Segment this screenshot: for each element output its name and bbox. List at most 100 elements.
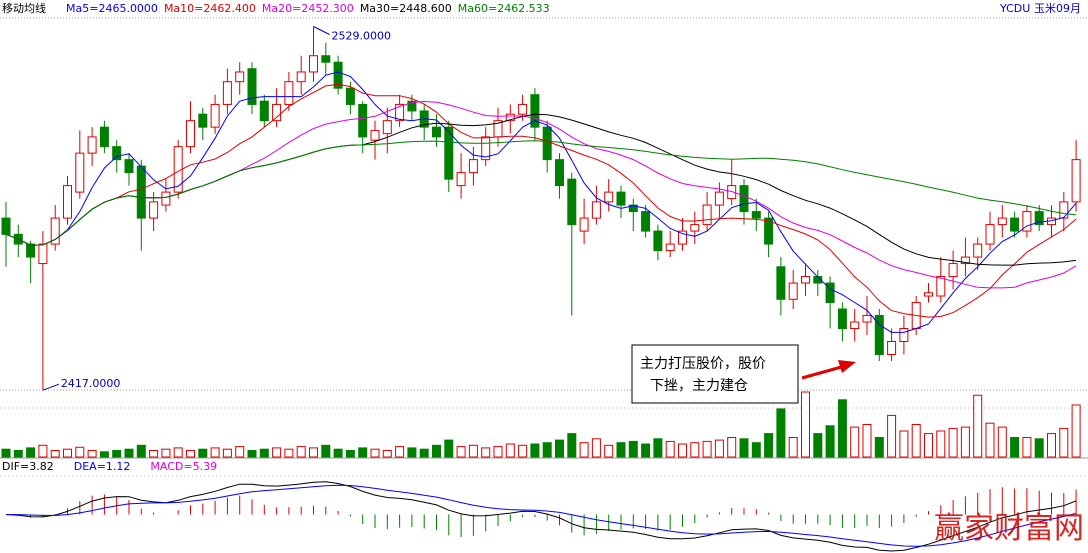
volume-bar	[727, 437, 737, 458]
volume-bar	[579, 442, 589, 458]
high-label: 2529.0000	[332, 29, 392, 42]
candle-body	[112, 146, 122, 161]
candle-body	[1071, 159, 1081, 203]
candle-body	[259, 100, 269, 122]
volume-bar	[899, 430, 909, 458]
candle-body	[222, 81, 232, 105]
volume-bar	[813, 433, 823, 458]
candle-body	[985, 224, 995, 245]
volume-bar	[616, 442, 626, 458]
volume-bar	[924, 433, 933, 458]
volume-bar	[210, 447, 220, 458]
volume-bar	[112, 450, 122, 458]
volume-bar	[985, 422, 995, 458]
volume-bar	[382, 450, 392, 458]
candle-body	[678, 230, 687, 245]
volume-bar	[259, 448, 269, 458]
candle-body	[936, 276, 946, 297]
ma-line	[5, 140, 1077, 246]
candle-body	[837, 308, 847, 330]
candle-body	[518, 103, 528, 115]
volume-bar	[395, 446, 405, 458]
volume-bar	[407, 447, 417, 458]
ma-label: Ma30=2448.600	[360, 2, 452, 15]
volume-bar	[1047, 433, 1056, 458]
volume-bar	[518, 444, 528, 458]
volume-bar	[468, 444, 478, 458]
candle-body	[63, 185, 72, 219]
high-pointer	[313, 26, 330, 35]
volume-bar	[1010, 437, 1020, 458]
candle-body	[801, 276, 810, 284]
candle-body	[579, 217, 589, 232]
candle-body	[653, 230, 663, 252]
volume-bar	[591, 438, 601, 458]
volume-bar	[542, 442, 552, 458]
volume-bar	[702, 440, 712, 458]
candle-body	[788, 282, 798, 300]
candle-body	[887, 340, 897, 355]
candle-body	[665, 243, 675, 252]
volume-bar	[38, 444, 48, 458]
volume-bar	[161, 448, 171, 458]
ma-label: Ma10=2462.400	[164, 2, 256, 15]
candle-body	[727, 185, 737, 200]
volume-bar	[936, 430, 946, 458]
volume-bar	[419, 448, 429, 458]
volume-bar	[284, 448, 294, 458]
volume-bar	[50, 450, 60, 458]
watermark: 赢家财富网	[934, 511, 1084, 546]
arrow-head	[838, 360, 856, 373]
volume-bar	[862, 424, 872, 458]
macd-line	[5, 484, 1077, 547]
candle-body	[358, 103, 368, 138]
candle-body	[1010, 217, 1020, 232]
candle-body	[284, 81, 294, 105]
candle-body	[948, 263, 958, 278]
candle-body	[481, 136, 491, 161]
volume-bar	[1034, 438, 1044, 458]
ma-line	[5, 83, 1077, 318]
volume-bar	[309, 447, 318, 458]
volume-bar	[874, 437, 884, 458]
volume-bar	[235, 446, 245, 458]
candle-body	[444, 126, 454, 180]
volume-bar	[456, 446, 466, 458]
volume-bar	[222, 448, 232, 458]
volume-bar	[13, 450, 23, 458]
candle-body	[997, 217, 1007, 226]
candle-body	[50, 217, 60, 245]
volume-bar	[149, 450, 159, 458]
volume-bar	[173, 447, 183, 458]
volume-bar	[714, 439, 724, 458]
candle-body	[591, 201, 601, 219]
volume-bar	[444, 439, 454, 458]
volume-bar	[788, 437, 798, 458]
candle-body	[702, 204, 712, 226]
candle-body	[235, 71, 245, 83]
candle-body	[247, 68, 257, 105]
candle-body	[764, 217, 774, 245]
volume-bar	[837, 399, 847, 458]
candle-body	[370, 129, 380, 141]
volume-bar	[776, 408, 786, 458]
candle-body	[874, 315, 884, 355]
candle-body	[456, 172, 466, 187]
candle-body	[924, 292, 933, 297]
candle-body	[641, 211, 651, 232]
volume-bar	[99, 451, 109, 458]
candle-body	[136, 165, 146, 219]
volume-bar	[1022, 437, 1032, 458]
candle-body	[505, 113, 515, 122]
volume-bar	[296, 446, 306, 458]
volume-bar	[825, 425, 835, 458]
candle-body	[309, 55, 318, 73]
volume-bar	[887, 414, 897, 458]
candle-body	[395, 103, 405, 122]
candle-body	[899, 328, 909, 342]
contract: 玉米09月	[1034, 2, 1081, 15]
volume-bar	[198, 448, 208, 458]
volume-bar	[751, 442, 761, 458]
candle-body	[1022, 211, 1032, 232]
